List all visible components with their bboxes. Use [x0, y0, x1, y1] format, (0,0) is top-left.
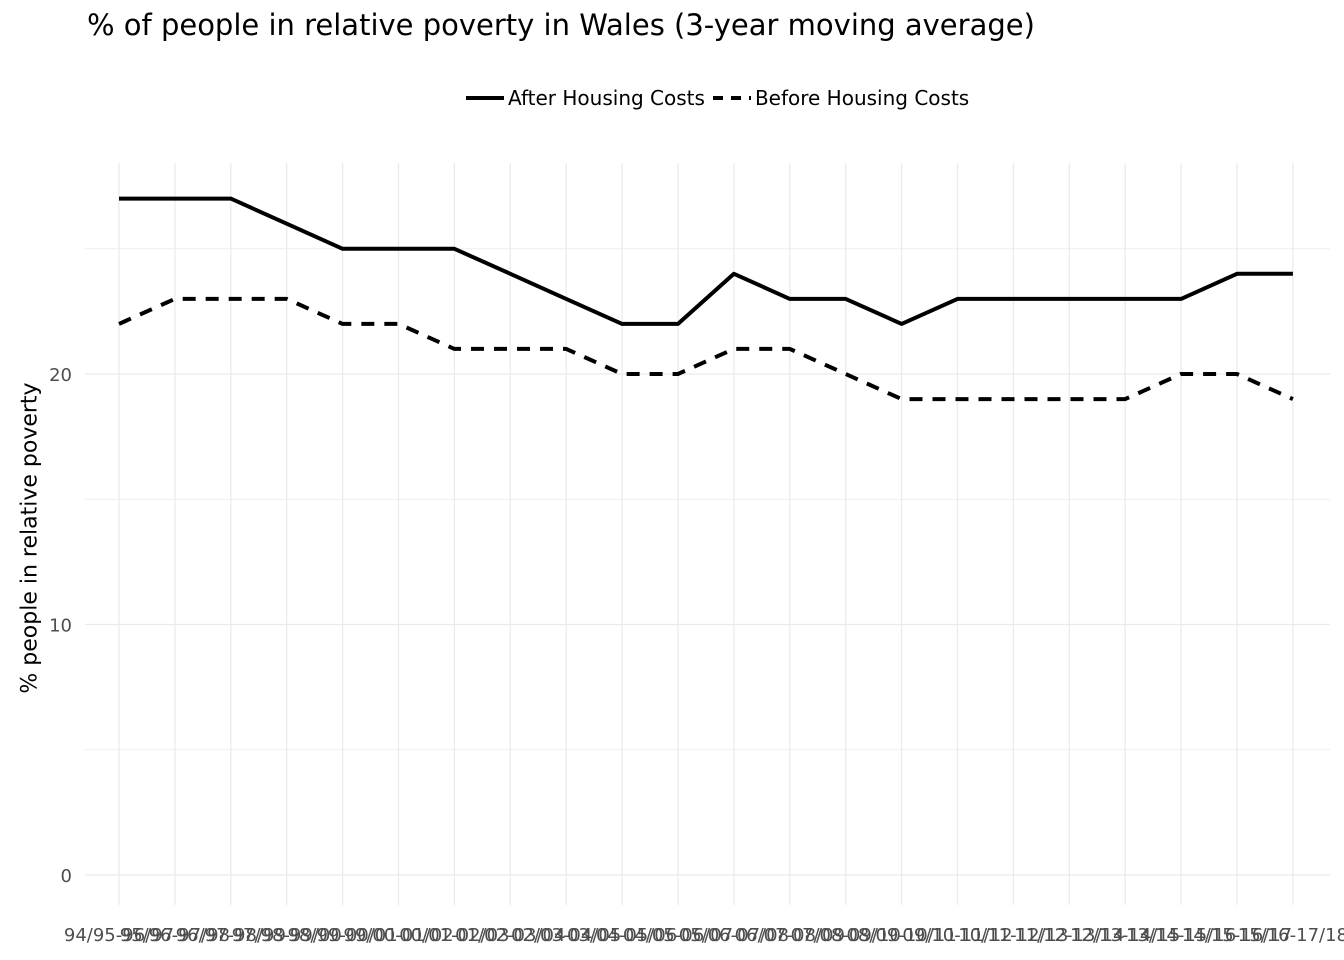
- x-tick-label: 15/16-17/18: [1238, 925, 1344, 946]
- x-tick-label: 02/03-04/05: [511, 925, 621, 946]
- x-tick-label: 03/04-05/06: [567, 925, 677, 946]
- x-tick-label: 96/97-98/99: [176, 925, 286, 946]
- y-tick-label: 10: [49, 616, 72, 637]
- x-tick-label: 10/11-12/13: [958, 925, 1068, 946]
- x-tick-label: 01/02-03/04: [455, 925, 565, 946]
- x-tick-label: 04/05-06/07: [623, 925, 733, 946]
- legend-key-dashed: [712, 96, 751, 100]
- x-tick-label: 11/12-13/14: [1014, 925, 1124, 946]
- x-tick-label: 99/00-01/02: [343, 925, 453, 946]
- x-tick-label: 06/07-08/09: [735, 925, 845, 946]
- x-tick-label: 09/10-11/12: [902, 925, 1012, 946]
- y-tick-label: 20: [49, 365, 72, 386]
- chart-title: % of people in relative poverty in Wales…: [87, 8, 1035, 42]
- x-tick-label: 05/06-07/08: [679, 925, 789, 946]
- x-tick-label: 14/15-16/17: [1182, 925, 1292, 946]
- legend: After Housing Costs Before Housing Costs: [466, 86, 977, 110]
- x-tick-label: 13/14-15/16: [1126, 925, 1236, 946]
- x-tick-label: 00/01-02/03: [399, 925, 509, 946]
- legend-item-after-housing-costs: After Housing Costs: [466, 86, 705, 110]
- x-tick-label: 12/13-14/15: [1070, 925, 1180, 946]
- legend-label-after-housing-costs: After Housing Costs: [508, 86, 705, 110]
- legend-item-before-housing-costs: Before Housing Costs: [712, 86, 970, 110]
- legend-label-before-housing-costs: Before Housing Costs: [754, 86, 970, 110]
- x-tick-label: 94/95-96/97: [64, 925, 174, 946]
- x-tick-label: 98/99-00/01: [287, 925, 397, 946]
- series-line-before-housing-costs: [118, 296, 1294, 402]
- x-tick-label: 97/98-99/00: [232, 925, 342, 946]
- legend-key-solid: [466, 96, 504, 100]
- x-tick-label: 95/96-97/98: [120, 925, 230, 946]
- y-tick-label: 0: [61, 866, 72, 887]
- series-line-after-housing-costs: [119, 196, 1293, 326]
- x-tick-label: 08/09-10/11: [846, 925, 956, 946]
- x-tick-label: 07/08-09/10: [791, 925, 901, 946]
